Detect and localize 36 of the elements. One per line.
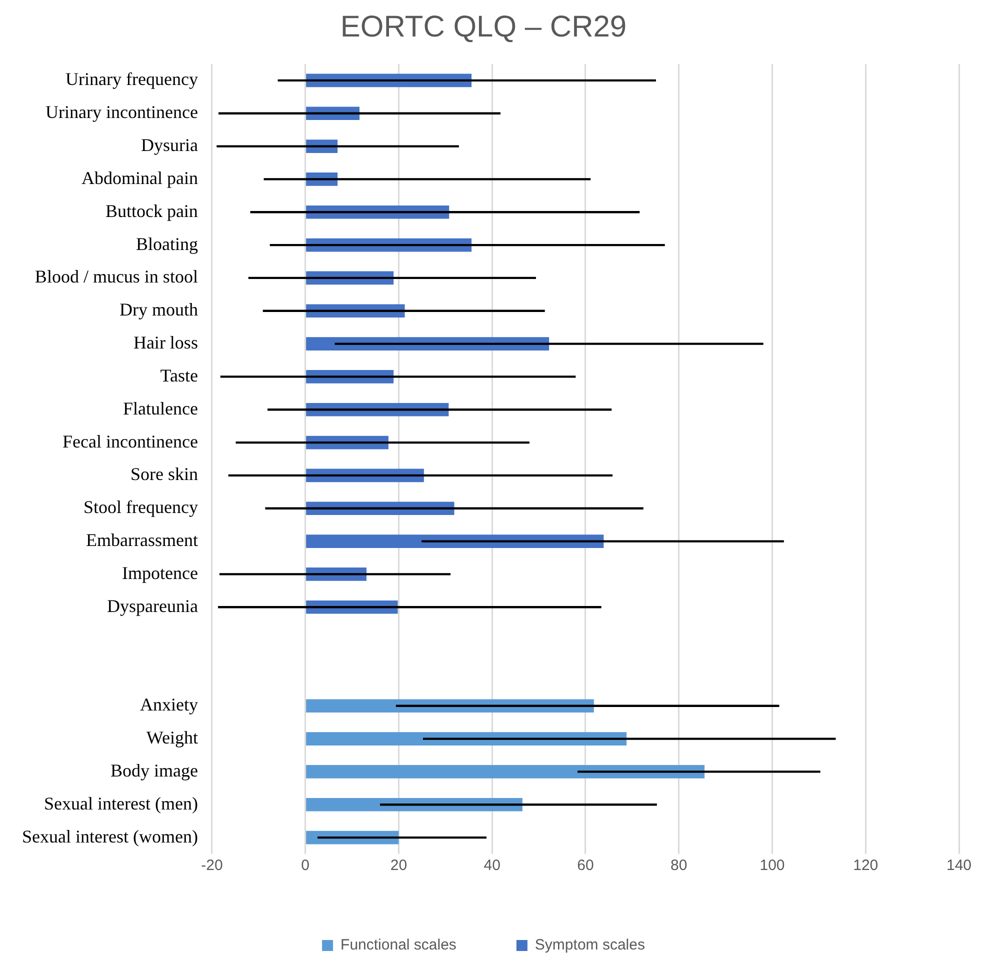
legend-label: Functional scales (340, 936, 456, 954)
y-tick-label: Impotence (122, 562, 198, 583)
y-tick-label: Sexual interest (women) (22, 826, 198, 846)
y-tick-label: Body image (110, 760, 198, 780)
y-tick-label: Buttock pain (105, 200, 198, 221)
y-tick-label: Weight (146, 728, 198, 748)
y-tick-label: Dysuria (140, 135, 198, 156)
x-tick-label: 40 (484, 857, 500, 874)
legend-label: Symptom scales (534, 936, 645, 954)
bar (306, 765, 705, 778)
y-tick-label: Urinary incontinence (46, 102, 198, 122)
y-tick-label: Dry mouth (119, 300, 198, 320)
y-tick-label: Flatulence (122, 398, 198, 418)
y-tick-label: Fecal incontinence (62, 431, 198, 452)
y-tick-label: Sore skin (130, 464, 198, 484)
y-tick-label: Abdominal pain (81, 168, 198, 188)
x-tick-label: 80 (670, 857, 688, 874)
x-tick-label: 100 (760, 857, 785, 874)
x-tick-label: 140 (946, 857, 972, 874)
x-tick-label: -20 (201, 857, 223, 874)
y-tick-label: Hair loss (133, 332, 198, 353)
y-tick-label: Sexual interest (men) (44, 793, 198, 814)
x-tick-label: 20 (390, 857, 408, 874)
y-tick-label: Dyspareunia (106, 596, 198, 616)
y-tick-label: Taste (160, 365, 198, 386)
chart-title: EORTC QLQ – CR29 (340, 10, 627, 44)
y-tick-label: Bloating (136, 234, 198, 254)
x-tick-label: 60 (577, 857, 594, 874)
y-tick-label: Embarrassment (86, 530, 198, 550)
y-tick-label: Stool frequency (83, 497, 198, 518)
y-tick-label: Blood / mucus in stool (34, 266, 198, 287)
y-tick-label: Urinary frequency (66, 69, 198, 90)
x-tick-label: 0 (301, 857, 310, 874)
x-tick-label: 120 (853, 857, 878, 874)
y-tick-label: Anxiety (140, 694, 198, 715)
bar (306, 798, 522, 812)
